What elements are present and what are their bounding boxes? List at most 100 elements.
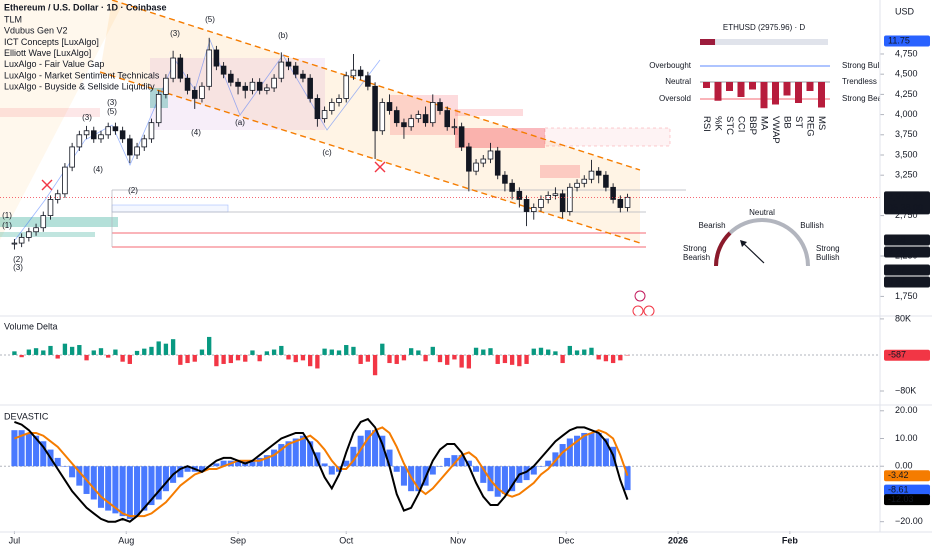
histogram-bar [393, 466, 400, 472]
histogram-bar [25, 432, 32, 467]
candle-body [47, 199, 54, 217]
candle-body [127, 138, 133, 156]
candle-body [487, 150, 494, 160]
histogram-bar [523, 466, 530, 481]
indicator-name: LuxAlgo - Buyside & Sellside Liquidity [4, 82, 155, 92]
axis-tag-label: -587 [888, 350, 906, 360]
candle-body [300, 73, 306, 79]
candle-body [466, 146, 472, 172]
channel-line [111, 0, 641, 171]
event-icon [634, 290, 646, 302]
candle-body [523, 199, 530, 212]
candle-body [386, 102, 393, 111]
delta-bar [445, 354, 450, 365]
sentiment-column: ST [793, 116, 804, 128]
x-tick-label: 2026 [668, 535, 688, 545]
delta-bar [574, 350, 580, 355]
histogram-bar [509, 466, 516, 492]
histogram-bar [162, 466, 169, 492]
histogram-bar [473, 466, 480, 472]
histogram-bar [249, 460, 256, 467]
candle-body [350, 69, 357, 77]
histogram-bar [624, 466, 631, 491]
wave-label: (4) [93, 165, 103, 174]
delta-bar [315, 354, 320, 369]
histogram-bar [537, 466, 545, 467]
delta-bar [610, 354, 616, 364]
histogram-bar [307, 441, 314, 467]
delta-bar [271, 349, 277, 355]
histogram-bar [112, 466, 119, 514]
candle-body [343, 75, 350, 99]
histogram-bar [76, 466, 83, 486]
delta-bar [55, 354, 60, 359]
candle-body [321, 110, 328, 120]
histogram-bar [105, 466, 112, 511]
candle-body [177, 57, 184, 79]
axis-tag-label: 2.28 [888, 234, 906, 244]
histogram-bar [566, 438, 573, 467]
delta-bar [495, 354, 500, 364]
delta-bar [293, 354, 298, 363]
y-tick-label: 3,750 [895, 129, 918, 139]
candle-body [480, 158, 487, 164]
delta-bar [336, 350, 342, 355]
break-marker [41, 179, 53, 191]
candle-body [372, 85, 378, 132]
candle-body [430, 102, 436, 124]
candle-body [502, 174, 508, 184]
delta-bar [257, 354, 262, 362]
axis-tag [884, 246, 930, 258]
delta-bar [250, 350, 255, 355]
delta-bar [509, 354, 515, 365]
axis-tag-label: 0.87 [888, 276, 906, 286]
y-tick-label: 20.00 [895, 405, 918, 415]
candle-body [393, 110, 400, 124]
histogram-bar [40, 441, 47, 467]
sentiment-column: MA [758, 116, 769, 131]
delta-bar [142, 348, 147, 355]
score-track [700, 39, 828, 45]
histogram-bar [400, 466, 407, 486]
delta-bar [582, 349, 587, 355]
delta-bar [459, 354, 464, 368]
candle-body [408, 118, 414, 128]
candle-body [581, 178, 588, 184]
candle-body [26, 231, 32, 238]
delta-bar [380, 343, 385, 355]
histogram-bar [559, 444, 566, 467]
delta-bar [524, 354, 529, 364]
sentiment-state-label: Strong Bullish [842, 61, 891, 70]
delta-bar [91, 350, 96, 355]
last-price-label: 2,975.96 [888, 192, 923, 202]
histogram-bar [451, 455, 458, 467]
chart-title: Ethereum / U.S. Dollar · 1D · Coinbase [4, 2, 167, 12]
candle-body [11, 242, 18, 245]
sentiment-level-label: Overbought [649, 61, 692, 70]
axis-tag [884, 470, 930, 482]
x-tick-label: Feb [782, 535, 799, 545]
candle-body [509, 182, 515, 192]
y-tick-label: −80K [895, 385, 916, 395]
delta-bar [488, 348, 493, 355]
delta-bar [344, 345, 349, 355]
delta-bar [589, 347, 594, 355]
histogram-bar [141, 466, 148, 511]
histogram-bar [11, 430, 18, 467]
delta-bar [416, 350, 421, 355]
sentiment-column: VWAP [770, 116, 781, 144]
candle-body [379, 102, 386, 132]
candle-body [163, 77, 169, 95]
delta-bar [365, 354, 371, 362]
delta-bar [26, 349, 32, 355]
sentiment-column: %K [712, 116, 723, 131]
sentiment-bar [772, 82, 779, 105]
wave-label: (2) [128, 186, 138, 195]
wave-label: (3) [82, 113, 92, 122]
histogram-bar [595, 432, 602, 467]
histogram-bar [148, 466, 155, 506]
candle-body [69, 146, 75, 168]
delta-bar [113, 349, 118, 355]
sentiment-column: BBP [747, 116, 758, 135]
x-tick-label: Jul [9, 535, 21, 545]
